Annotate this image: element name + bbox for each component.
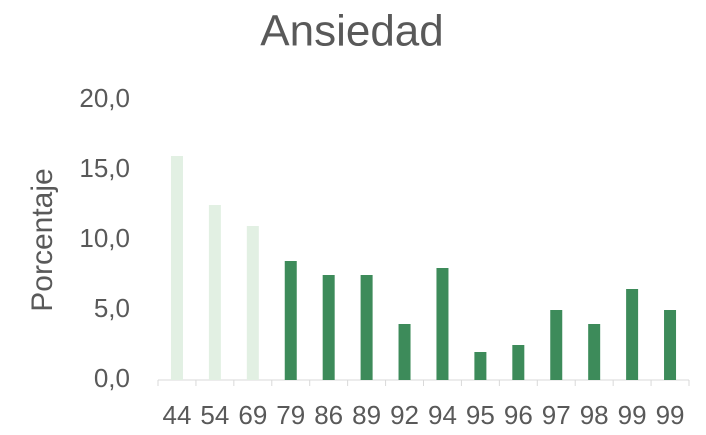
x-tick-label: 44 — [163, 400, 192, 430]
bar — [664, 310, 677, 380]
bar — [360, 275, 373, 380]
x-tick-label: 92 — [390, 400, 419, 430]
bar — [550, 310, 563, 380]
x-tick-label: 69 — [238, 400, 267, 430]
x-tick-label: 86 — [314, 400, 343, 430]
x-tick-label: 94 — [428, 400, 457, 430]
bar — [170, 156, 183, 380]
y-tick-label: 20,0 — [79, 83, 130, 113]
x-tick-label: 99 — [618, 400, 647, 430]
y-axis-label: Porcentaje — [26, 168, 59, 311]
x-tick-label: 99 — [656, 400, 685, 430]
bar — [208, 205, 221, 380]
bar — [474, 352, 487, 380]
bar — [436, 268, 449, 380]
x-tick-label: 98 — [580, 400, 609, 430]
bar — [284, 261, 297, 380]
y-tick-label: 5,0 — [94, 293, 130, 323]
bar — [626, 289, 639, 380]
y-tick-label: 15,0 — [79, 153, 130, 183]
bar — [512, 345, 525, 380]
bar — [322, 275, 335, 380]
bar — [398, 324, 411, 380]
y-tick-label: 10,0 — [79, 223, 130, 253]
x-tick-label: 95 — [466, 400, 495, 430]
bar — [246, 226, 259, 380]
chart-title: Ansiedad — [260, 7, 443, 56]
x-tick-label: 79 — [276, 400, 305, 430]
x-tick-label: 97 — [542, 400, 571, 430]
x-tick-label: 96 — [504, 400, 533, 430]
x-tick-label: 89 — [352, 400, 381, 430]
bar — [588, 324, 601, 380]
x-tick-label: 54 — [200, 400, 229, 430]
y-tick-label: 0,0 — [94, 363, 130, 393]
